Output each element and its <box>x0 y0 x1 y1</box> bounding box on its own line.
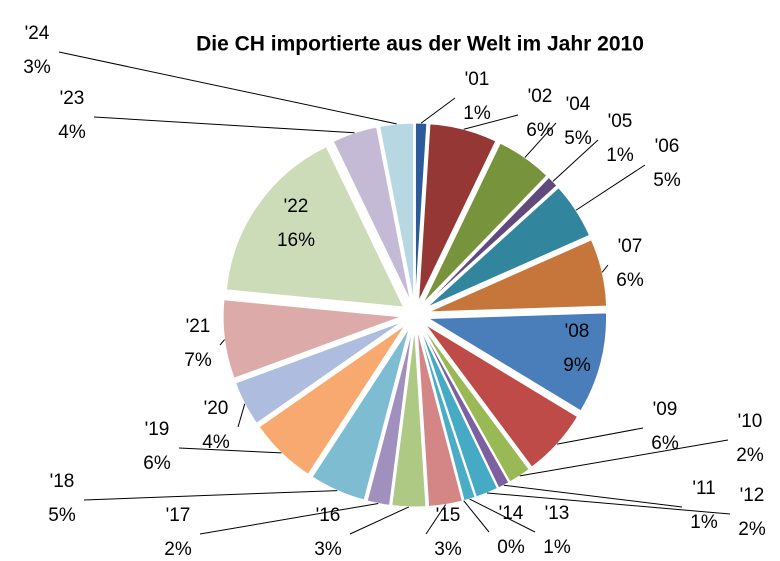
leader-line <box>557 427 644 445</box>
pie-slice <box>311 327 410 501</box>
slice-label: '10 <box>738 411 763 432</box>
slice-label: '17 <box>166 505 191 526</box>
leader-line <box>58 51 397 125</box>
slice-value: 1% <box>690 512 718 533</box>
pie-slice <box>366 328 413 506</box>
slice-label: '09 <box>653 399 678 420</box>
slice-label: '24 <box>25 23 50 44</box>
slice-value: 5% <box>653 170 681 191</box>
leader-line <box>469 498 536 533</box>
pie-slice <box>424 323 579 468</box>
slice-label: '02 <box>528 86 553 107</box>
pie-slice <box>421 327 510 489</box>
slice-value: 3% <box>434 539 462 560</box>
slice-value: 6% <box>143 453 171 474</box>
slice-label: '01 <box>465 69 490 90</box>
leader-line <box>237 403 246 428</box>
pie-slice <box>428 239 608 313</box>
pie-slice <box>418 123 497 302</box>
leader-line <box>463 114 519 130</box>
slice-label: '04 <box>566 94 591 115</box>
pie-slice <box>426 312 607 412</box>
slice-label: '23 <box>60 88 85 109</box>
slice-value: 16% <box>277 230 315 251</box>
leader-line <box>425 504 447 535</box>
pie-slice <box>332 126 412 302</box>
pie-slice <box>419 327 499 498</box>
leader-line <box>83 490 338 501</box>
slice-value: 2% <box>738 519 766 540</box>
slice-value: 6% <box>651 433 679 454</box>
slice-label: '15 <box>436 505 461 526</box>
leader-line <box>552 139 599 182</box>
pie-slice <box>424 176 558 306</box>
pie-slice <box>225 145 405 308</box>
leader-line <box>487 492 731 515</box>
pie-slice <box>258 324 406 475</box>
slice-value: 1% <box>606 145 634 166</box>
slice-value: 2% <box>736 445 764 466</box>
slice-value: 6% <box>616 270 644 291</box>
slice-value: 5% <box>48 505 76 526</box>
slice-value: 9% <box>563 355 591 376</box>
slice-value: 1% <box>543 537 571 558</box>
pie-slice <box>222 299 402 379</box>
slice-label: '22 <box>284 196 309 217</box>
leader-line <box>503 484 683 508</box>
slice-label: '13 <box>545 503 570 524</box>
slice-label: '21 <box>186 316 211 337</box>
leader-line <box>519 439 729 477</box>
leader-line <box>575 164 646 211</box>
slice-value: 1% <box>463 103 491 124</box>
slice-value: 0% <box>497 537 525 558</box>
chart-title: Die CH importierte aus der Welt im Jahr … <box>196 33 644 56</box>
leader-line <box>199 502 379 535</box>
slice-label: '18 <box>50 471 75 492</box>
leader-line <box>463 500 490 533</box>
pie-slice <box>234 321 403 425</box>
leader-line <box>420 97 456 124</box>
slice-label: '08 <box>565 321 590 342</box>
slice-label: '19 <box>145 419 170 440</box>
leader-line <box>219 339 225 346</box>
leader-line <box>93 116 355 134</box>
slice-value: 4% <box>202 432 230 453</box>
leader-line <box>601 264 609 273</box>
slice-label: '06 <box>655 136 680 157</box>
slice-label: '14 <box>499 503 524 524</box>
slice-value: 6% <box>526 120 554 141</box>
leader-line <box>349 506 410 535</box>
slice-label: '05 <box>608 111 633 132</box>
pie-slice <box>391 328 427 508</box>
slice-value: 7% <box>184 350 212 371</box>
pie-slice <box>422 326 530 483</box>
slice-value: 4% <box>58 122 86 143</box>
slice-value: 3% <box>314 539 342 560</box>
slice-label: '16 <box>316 505 341 526</box>
slice-label: '07 <box>618 236 643 257</box>
slice-value: 3% <box>23 57 51 78</box>
slice-label: '20 <box>204 398 229 419</box>
slice-label: '12 <box>740 485 765 506</box>
slice-value: 5% <box>564 128 592 149</box>
slice-label: '11 <box>692 478 715 499</box>
leader-line <box>178 447 282 454</box>
leader-line <box>524 122 557 158</box>
slice-value: 2% <box>164 539 192 560</box>
